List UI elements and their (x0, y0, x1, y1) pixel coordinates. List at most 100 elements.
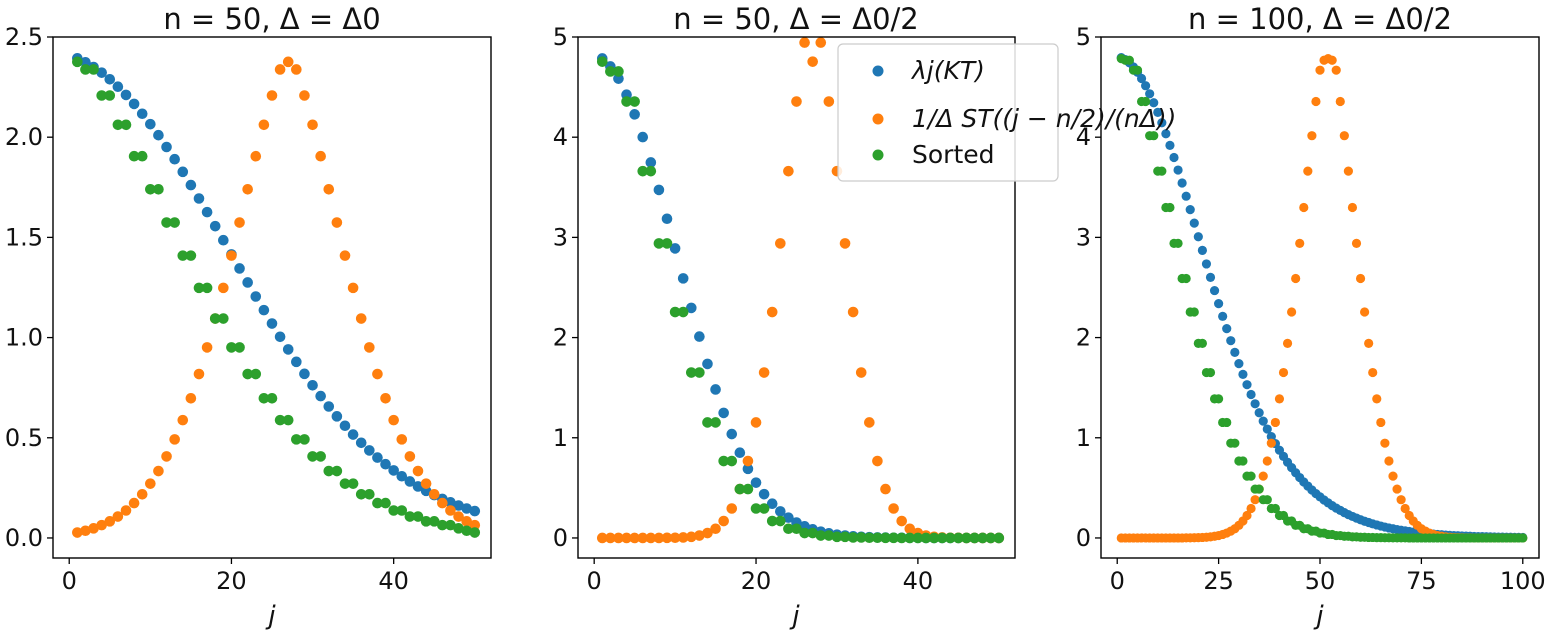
panel-1-spectrum-point (153, 465, 164, 477)
panel-3-eigen-point (1153, 107, 1163, 117)
panel-1-sorted-point (145, 183, 156, 195)
panel-2-sorted-point (669, 306, 681, 318)
panel-2-spectrum-point (775, 238, 786, 249)
panel-2-sorted-point (920, 532, 932, 544)
panel-1-eigen-point (153, 129, 164, 141)
panel-2-spectrum-point (653, 532, 665, 544)
panel-3-eigen-point (1205, 272, 1216, 282)
panel-1-sorted-point (234, 342, 245, 353)
panel-2-title: n = 50, Δ = Δ0/2 (673, 2, 919, 36)
panel-1-sorted-point (153, 183, 164, 195)
panel-3-eigen-point (1189, 218, 1199, 228)
legend-marker-sorted (872, 149, 884, 161)
panel-1-sorted-point (323, 465, 335, 477)
panel-2-xtick-label-0: 0 (587, 567, 602, 595)
panel-2-eigen-point (702, 358, 713, 370)
panel-1-sorted-point (274, 414, 286, 426)
panel-3-spectrum-point (1258, 471, 1268, 481)
panel-1-spectrum-point (274, 64, 286, 75)
panel-1-sorted-point (420, 516, 432, 527)
panel-1-eigen-point (291, 356, 302, 368)
panel-2-sorted-point (872, 532, 883, 544)
panel-2-spectrum-point (613, 532, 624, 544)
panel-3-eigen-point (1230, 347, 1240, 358)
panel-1-spectrum-point (404, 451, 416, 462)
panel-1-sorted-point (315, 451, 326, 462)
panel-3-eigen-point (1169, 152, 1179, 163)
panel-3-eigen-point (1165, 140, 1175, 151)
panel-2-sorted-point (677, 306, 689, 318)
panel-3-eigen-point (1197, 245, 1207, 256)
panel-1-spectrum-point (226, 250, 237, 261)
panel-1-sorted-point (242, 368, 253, 380)
panel-1-sorted-point (88, 64, 99, 75)
panel-3-sorted-point (1189, 307, 1199, 317)
panel-1-eigen-point (364, 445, 375, 456)
panel-2-sorted-point (783, 523, 794, 535)
legend-marker-eigen (872, 65, 884, 77)
panel-1-sorted-point (331, 465, 343, 477)
panel-3-eigen-point (1266, 431, 1276, 442)
panel-2-sorted-point (613, 66, 624, 77)
panel-3-sorted-point (1230, 438, 1240, 448)
panel-2-marks (596, 37, 1005, 544)
panel-2-sorted-point (653, 238, 665, 249)
panel-1-eigen-point (136, 108, 148, 120)
panel-3-spectrum-point (1246, 503, 1256, 514)
panel-2-sorted-point (953, 532, 964, 544)
panel-3-ytick-label-1: 1 (1076, 424, 1091, 452)
panel-2-spectrum-point (718, 515, 729, 527)
panel-1-eigen-point (331, 411, 343, 422)
panel-1-sorted-point (193, 282, 205, 294)
panel-3-spectrum-point (1315, 65, 1325, 75)
panel-1-xtick-label-1: 20 (216, 567, 247, 595)
panel-2-ytick-label-1: 1 (553, 424, 568, 452)
panel-1-spectrum-point (201, 342, 213, 353)
panel-1-sorted-point (355, 488, 367, 500)
panel-3-eigen-point (1226, 336, 1236, 346)
panel-1-sorted-point (461, 525, 472, 537)
panel-3-eigen-point (1149, 98, 1159, 108)
panel-3-eigen-point (1258, 416, 1268, 426)
panel-2-spectrum-point (823, 96, 835, 107)
panel-3-sorted-point (1270, 503, 1280, 514)
panel-2-sorted-point (928, 532, 940, 544)
panel-2-sorted-point (750, 503, 762, 514)
panel-2-spectrum-point (766, 306, 778, 318)
panel-2-sorted-point (831, 531, 843, 543)
panel-3-eigen-point (1173, 165, 1183, 175)
panel-2-sorted-point (766, 515, 778, 527)
panel-3-ytick-label-2: 2 (1076, 324, 1091, 352)
panel-1-spectrum-point (282, 56, 294, 68)
panel-1-ytick-label-3: 1.5 (5, 223, 43, 251)
panel-3-spectrum-point (1307, 131, 1317, 141)
panel-2-ticks: 0 20 40 0 1 2 3 4 5 (553, 23, 933, 595)
panel-3-spectrum-point (1372, 394, 1382, 404)
panel-1-eigen-point (412, 481, 424, 492)
panel-2-spectrum-point (791, 96, 802, 107)
panel-1-sorted-point (250, 368, 262, 380)
panel-1-sorted-point (136, 150, 148, 162)
panel-3-eigen-point (1262, 424, 1272, 434)
panel-1-sorted-point (307, 451, 318, 462)
panel-2-eigen-point (766, 498, 778, 509)
panel-1-spectrum-point (96, 519, 107, 531)
panel-1-sorted-point (404, 511, 416, 522)
panel-3-xtick-label-1: 25 (1203, 567, 1234, 595)
panel-3-spectrum-point (1396, 495, 1406, 505)
panel-2-spectrum-point (710, 523, 721, 535)
panel-1-eigen-point (323, 401, 335, 412)
panel-3-sorted-point (1518, 533, 1528, 543)
panel-1-eigen-point (347, 429, 359, 440)
panel-1-eigen-point (315, 390, 326, 402)
panel-1-ytick-label-5: 2.5 (5, 23, 43, 51)
panel-1-sorted-point (120, 119, 132, 131)
panel-2-sorted-point (637, 165, 649, 177)
panel-3-sorted-point (1197, 338, 1207, 348)
panel-3-frame (1100, 36, 1540, 559)
panel-3-eigen-point (1238, 369, 1248, 379)
panel-2-eigen-point (742, 463, 754, 475)
panel-1-sorted-point (299, 434, 310, 445)
panel-2-spectrum-point (872, 455, 883, 467)
panel-1-spectrum-point (461, 516, 472, 527)
